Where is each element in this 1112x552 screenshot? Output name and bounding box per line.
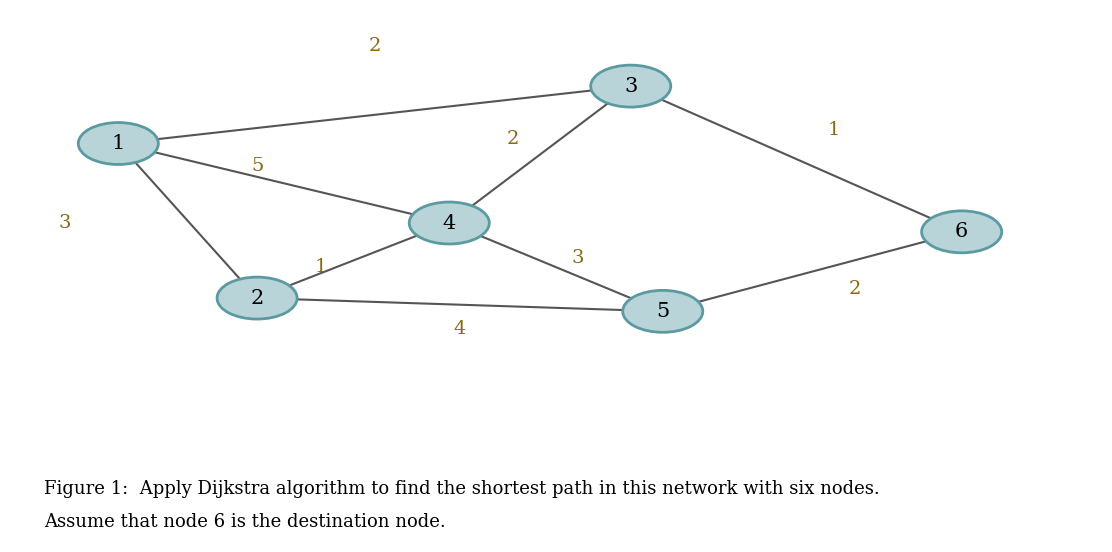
Text: 6: 6 [955, 222, 969, 241]
Text: 4: 4 [454, 320, 466, 338]
Text: Figure 1:  Apply Dijkstra algorithm to find the shortest path in this network wi: Figure 1: Apply Dijkstra algorithm to fi… [44, 480, 881, 498]
Ellipse shape [409, 202, 489, 244]
Ellipse shape [78, 123, 158, 164]
Text: 3: 3 [624, 77, 637, 95]
Ellipse shape [922, 211, 1002, 253]
Text: 2: 2 [368, 38, 380, 55]
Text: 2: 2 [507, 130, 519, 148]
Text: 2: 2 [250, 289, 264, 307]
Text: 1: 1 [827, 121, 840, 139]
Text: 3: 3 [59, 214, 71, 232]
Text: 2: 2 [848, 280, 861, 298]
Text: 1: 1 [111, 134, 125, 153]
Text: 3: 3 [572, 250, 584, 267]
Ellipse shape [217, 277, 297, 319]
Ellipse shape [623, 290, 703, 332]
Text: Assume that node 6 is the destination node.: Assume that node 6 is the destination no… [44, 513, 446, 532]
Text: 5: 5 [656, 302, 669, 321]
Text: 5: 5 [251, 157, 264, 174]
Ellipse shape [590, 65, 671, 107]
Text: 4: 4 [443, 214, 456, 232]
Text: 1: 1 [315, 258, 327, 276]
